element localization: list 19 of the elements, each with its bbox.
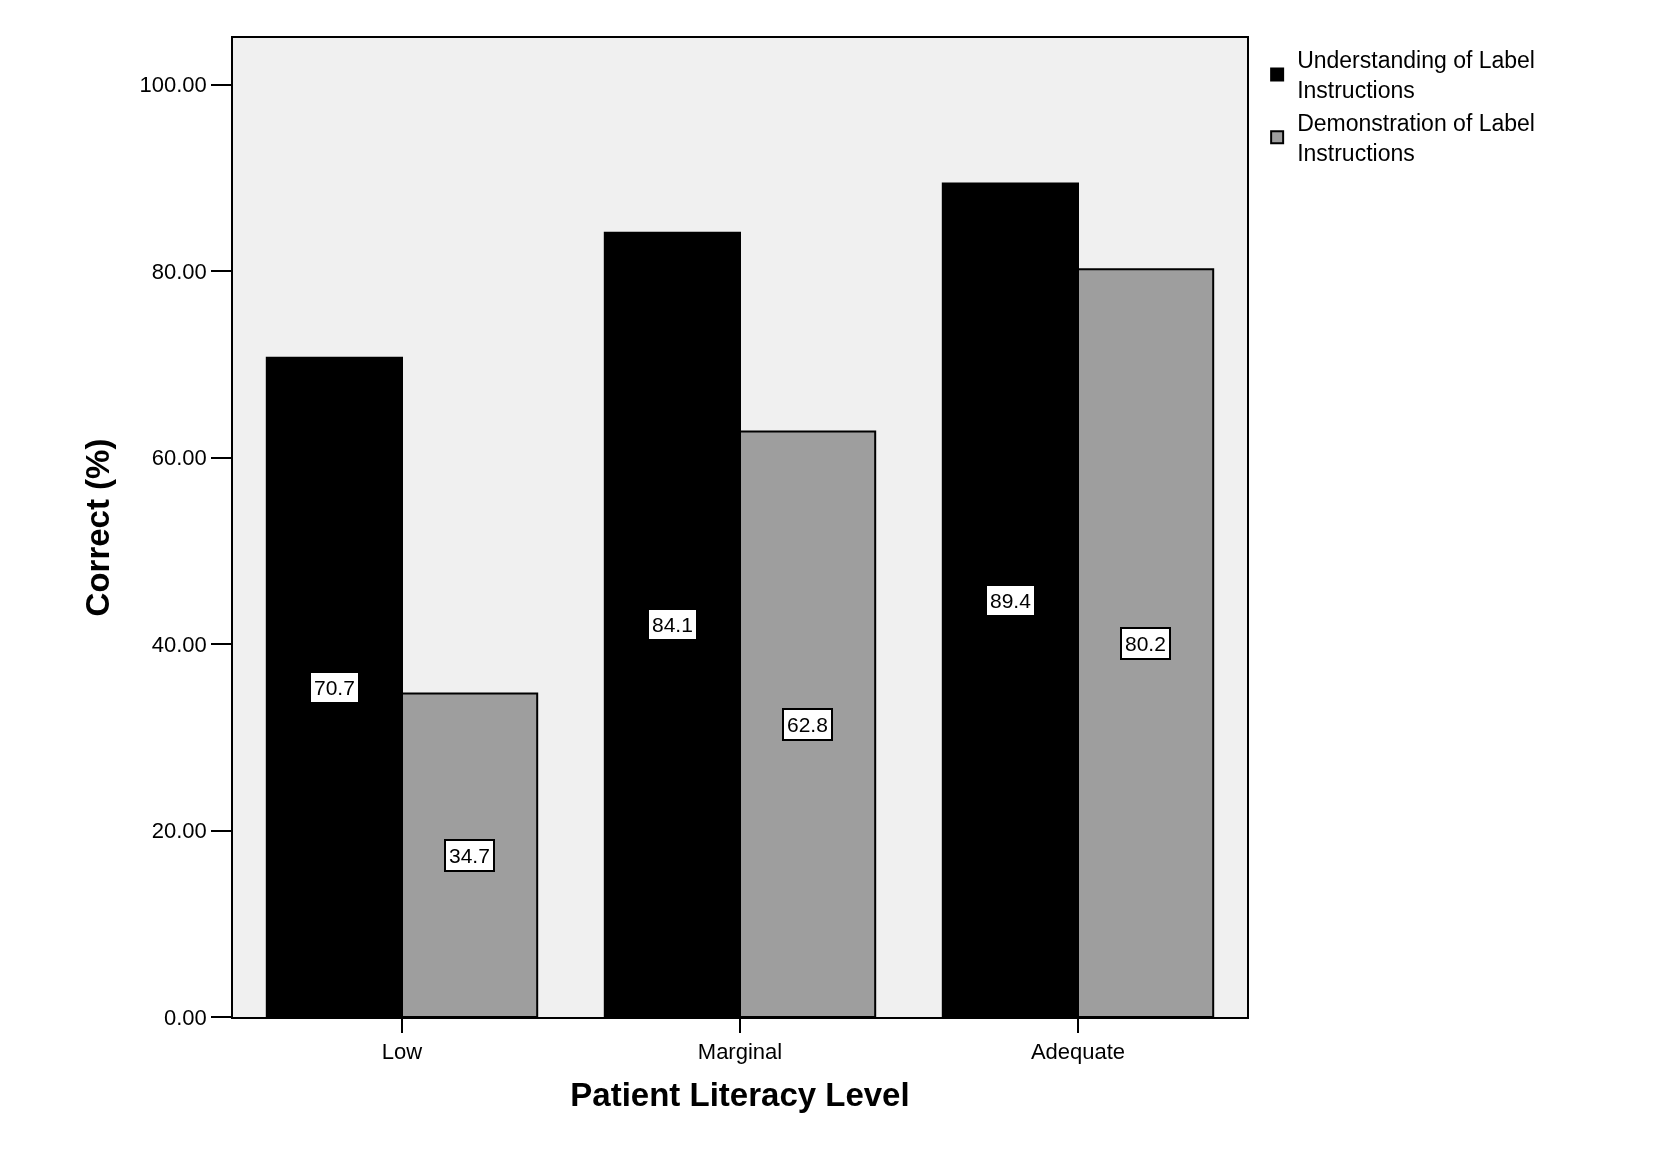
y-tick-label: 100.00	[139, 72, 207, 98]
x-axis-title: Patient Literacy Level	[570, 1076, 910, 1114]
y-tick-label: 0.00	[164, 1004, 207, 1030]
x-tick-label: Adequate	[1030, 1039, 1126, 1065]
y-tick-label: 80.00	[151, 258, 207, 284]
data-label: 34.7	[449, 844, 490, 867]
y-axis-title: Correct (%)	[79, 438, 116, 617]
data-label: 80.2	[1125, 632, 1166, 655]
legend-label: Demonstration of Label Instructions	[1297, 110, 1535, 167]
data-label: 89.4	[990, 589, 1032, 612]
y-tick-label: 60.00	[151, 445, 207, 471]
y-tick-label: 20.00	[151, 818, 207, 844]
data-label: 62.8	[787, 713, 828, 736]
data-label: 70.7	[314, 676, 355, 699]
y-tick-label: 40.00	[151, 631, 207, 657]
data-label: 84.1	[652, 613, 693, 636]
legend-label: Understanding of Label Instructions	[1297, 47, 1535, 104]
x-tick-label: Marginal	[697, 1039, 783, 1065]
x-tick-label: Low	[381, 1039, 423, 1065]
